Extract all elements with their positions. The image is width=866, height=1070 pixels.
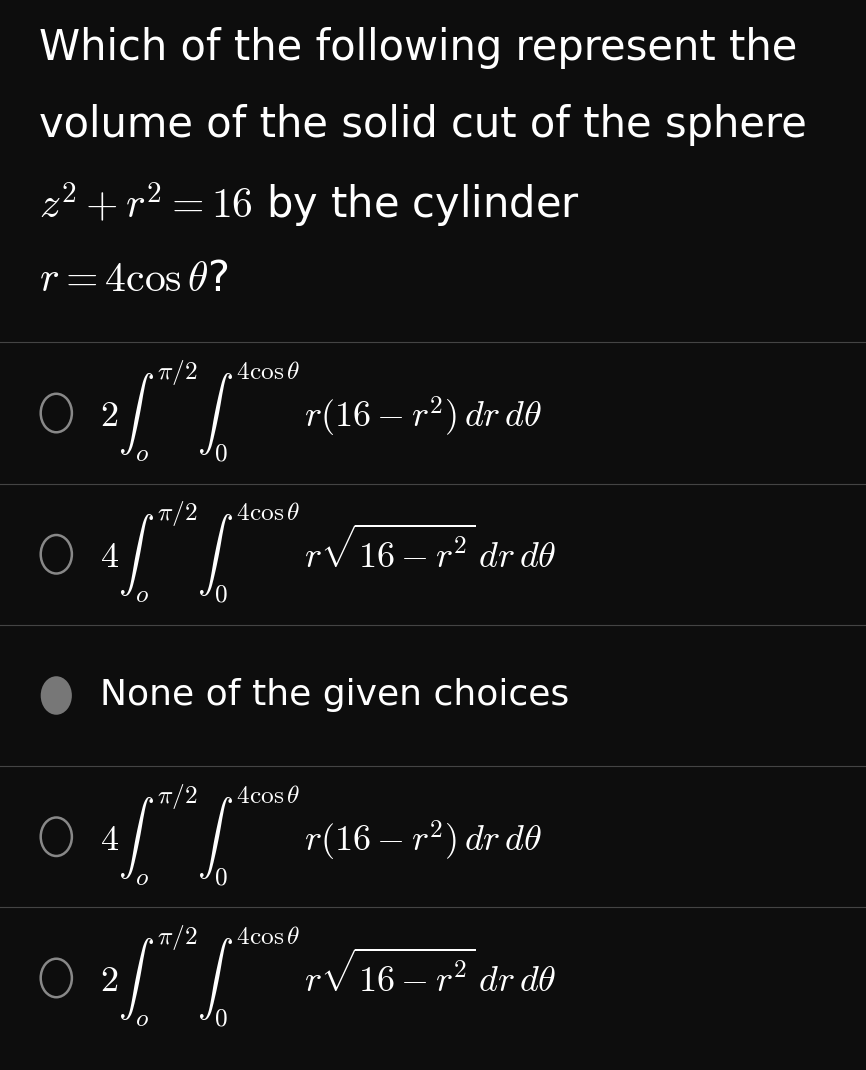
Circle shape: [45, 539, 68, 569]
Text: $4 \int_o^{\pi/2} \int_0^{4 \cos \theta}\, r(16 - r^2)\, dr\, d\theta$: $4 \int_o^{\pi/2} \int_0^{4 \cos \theta}…: [100, 783, 541, 890]
Circle shape: [45, 822, 68, 852]
Text: $2 \int_o^{\pi/2} \int_0^{4 \cos \theta}\, r(16 - r^2)\, dr\, d\theta$: $2 \int_o^{\pi/2} \int_0^{4 \cos \theta}…: [100, 360, 541, 467]
Text: $4 \int_o^{\pi/2} \int_0^{4 \cos \theta}\, r\sqrt{16 - r^2}\, dr\, d\theta$: $4 \int_o^{\pi/2} \int_0^{4 \cos \theta}…: [100, 501, 556, 608]
Circle shape: [41, 676, 72, 715]
Circle shape: [45, 398, 68, 427]
Text: $2 \int_o^{\pi/2} \int_0^{4 \cos \theta}\, r\sqrt{16 - r^2}\, dr\, d\theta$: $2 \int_o^{\pi/2} \int_0^{4 \cos \theta}…: [100, 924, 556, 1031]
Text: Which of the following represent the: Which of the following represent the: [39, 27, 798, 68]
Text: $r = 4 \cos \theta$?: $r = 4 \cos \theta$?: [39, 258, 228, 300]
Text: volume of the solid cut of the sphere: volume of the solid cut of the sphere: [39, 104, 807, 146]
Text: $z^2 + r^2 = 16$ by the cylinder: $z^2 + r^2 = 16$ by the cylinder: [39, 181, 580, 230]
Text: None of the given choices: None of the given choices: [100, 678, 569, 713]
Circle shape: [45, 964, 68, 993]
